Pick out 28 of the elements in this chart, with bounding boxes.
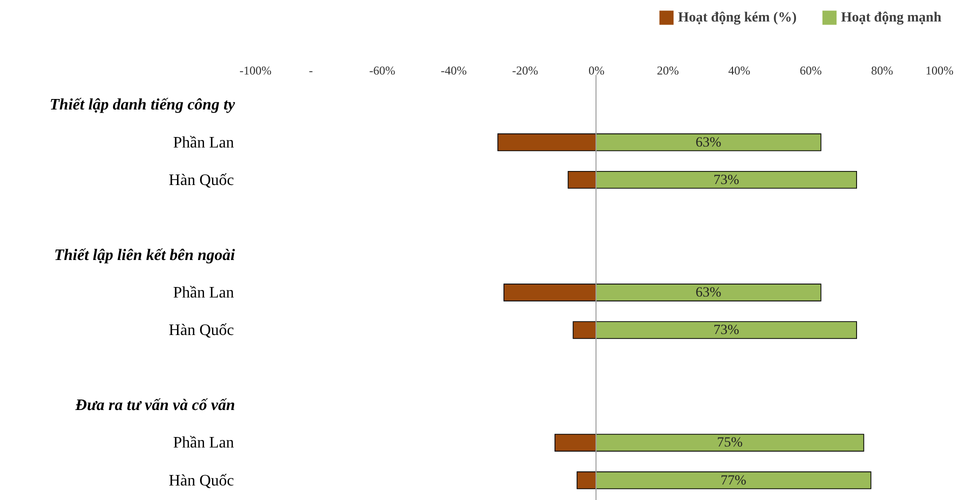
x-tick-label: - (308, 64, 313, 78)
data-label: 73% (713, 172, 740, 188)
x-tick-label: -20% (512, 64, 538, 78)
y-tick-label: Thiết lập liên kết bên ngoài (54, 246, 236, 264)
y-tick-label: Phần Lan (173, 284, 234, 302)
x-tick-label: -100% (240, 64, 272, 78)
x-tick-label: 100% (926, 64, 954, 78)
legend-label: Hoạt động kém (%) (678, 10, 797, 26)
legend-label: Hoạt động mạnh (841, 10, 942, 26)
x-tick-label: 20% (656, 64, 679, 78)
data-label: 77% (720, 473, 747, 488)
y-tick-label: Hàn Quốc (168, 322, 234, 340)
y-tick-label: Phần Lan (173, 434, 234, 452)
data-label: 63% (696, 135, 722, 150)
data-label: 75% (717, 436, 744, 451)
x-tick-label: 80% (871, 64, 894, 78)
data-label: 73% (713, 323, 740, 338)
y-tick-label: Hàn Quốc (168, 472, 234, 490)
x-tick-label: -40% (440, 64, 467, 78)
data-label: 63% (696, 286, 722, 300)
y-tick-label: Phần Lan (173, 134, 234, 152)
x-tick-label: -60% (369, 64, 396, 78)
y-tick-label: Thiết lập danh tiếng công ty (50, 96, 236, 114)
x-tick-label: 40% (728, 64, 750, 78)
y-tick-label: Hàn Quốc (168, 172, 234, 189)
y-tick-label: Đưa ra tư vấn và cố vấn (74, 397, 236, 414)
x-tick-label: 0% (588, 64, 604, 78)
x-tick-label: 60% (800, 64, 822, 78)
